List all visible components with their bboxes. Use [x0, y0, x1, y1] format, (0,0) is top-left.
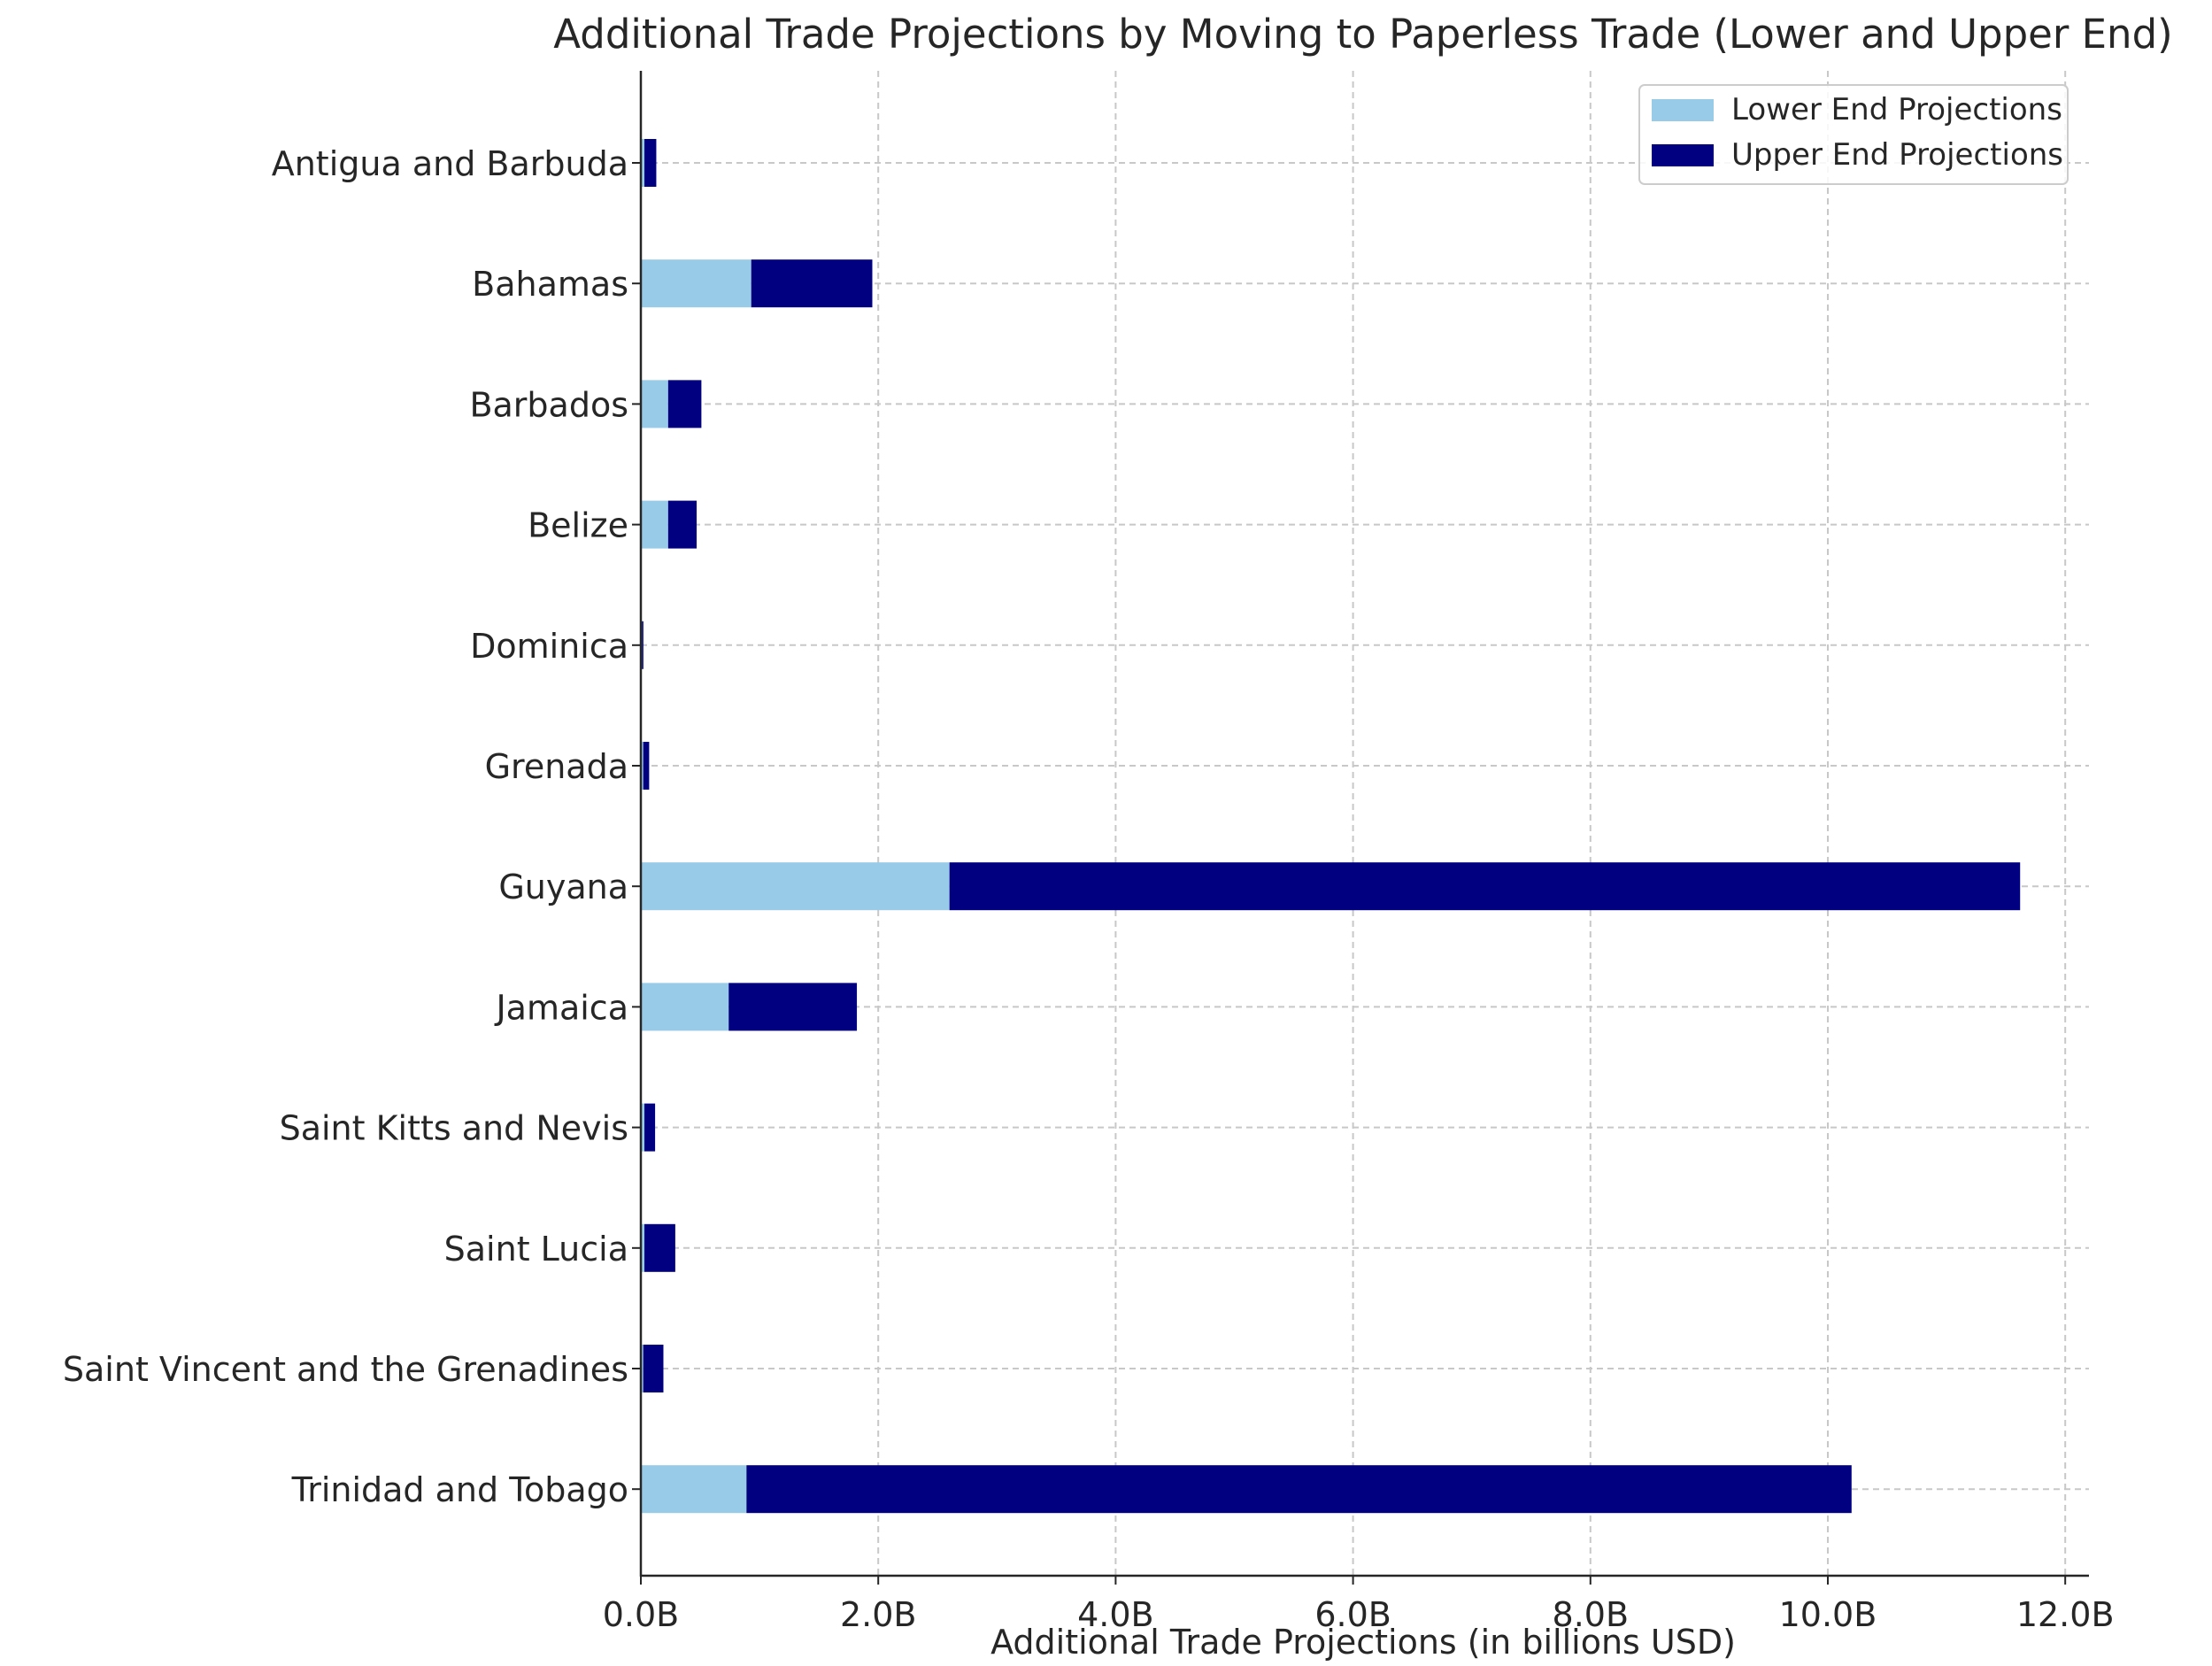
bar-upper-end: [644, 1103, 656, 1152]
x-tick-label: 12.0B: [2016, 1595, 2115, 1634]
x-axis-label: Additional Trade Projections (in billion…: [990, 1623, 1736, 1662]
x-tick-label: 8.0B: [1553, 1595, 1630, 1634]
legend-label: Upper End Projections: [1731, 137, 2063, 173]
y-tick-label: Trinidad and Tobago: [291, 1470, 628, 1509]
bar-upper-end: [643, 742, 650, 790]
y-tick-label: Grenada: [485, 747, 628, 786]
y-tick-label: Guyana: [498, 868, 628, 906]
bar-upper-end: [643, 1345, 664, 1392]
bar-lower-end: [641, 862, 950, 911]
y-tick-label: Antigua and Barbuda: [272, 144, 628, 183]
y-tick-label: Dominica: [470, 627, 628, 666]
bar-lower-end: [641, 1345, 644, 1392]
bar-upper-end: [949, 862, 2021, 911]
x-tick-label: 0.0B: [603, 1595, 680, 1634]
legend-label: Lower End Projections: [1731, 92, 2062, 127]
y-tick-label: Saint Lucia: [444, 1230, 628, 1269]
y-tick-label: Barbados: [469, 385, 628, 424]
legend-box: [1638, 84, 2069, 185]
bar-lower-end: [641, 1223, 645, 1272]
bar-upper-end: [644, 1223, 675, 1272]
legend-swatch: [1652, 144, 1714, 166]
bar-upper-end: [644, 139, 657, 187]
legend-swatch: [1652, 99, 1714, 121]
bar-lower-end: [641, 1103, 645, 1152]
bar-lower-end: [641, 1465, 747, 1514]
bar-lower-end: [641, 380, 668, 428]
y-tick-label: Jamaica: [494, 988, 628, 1027]
chart-title: Additional Trade Projections by Moving t…: [553, 11, 2172, 58]
bar-lower-end: [641, 983, 729, 1031]
y-tick-label: Bahamas: [472, 265, 628, 304]
x-tick-label: 4.0B: [1077, 1595, 1154, 1634]
y-tick-label: Belize: [528, 506, 628, 545]
bar-upper-end: [746, 1465, 1852, 1514]
x-tick-label: 6.0B: [1314, 1595, 1391, 1634]
bar-upper-end: [728, 983, 858, 1031]
legend: Lower End Projections Upper End Projectio…: [1638, 84, 2069, 185]
y-tick-label: Saint Vincent and the Grenadines: [63, 1350, 628, 1389]
x-tick-label: 10.0B: [1779, 1595, 1877, 1634]
bar-lower-end: [641, 742, 644, 790]
axes-layer: 0.0B 2.0B 4.0B 6.0B 8.0B 10.0B 12.0B Antigua an…: [63, 71, 2115, 1634]
bar-upper-end: [642, 621, 644, 669]
bar-lower-end: [641, 259, 751, 308]
bar-upper-end: [751, 259, 873, 308]
bars-layer: [641, 139, 2021, 1514]
bar-upper-end: [667, 380, 702, 428]
y-tick-label: Saint Kitts and Nevis: [280, 1109, 628, 1148]
bar-upper-end: [667, 500, 698, 549]
bar-lower-end: [641, 500, 668, 549]
x-tick-label: 2.0B: [840, 1595, 917, 1634]
bar-lower-end: [641, 139, 645, 187]
